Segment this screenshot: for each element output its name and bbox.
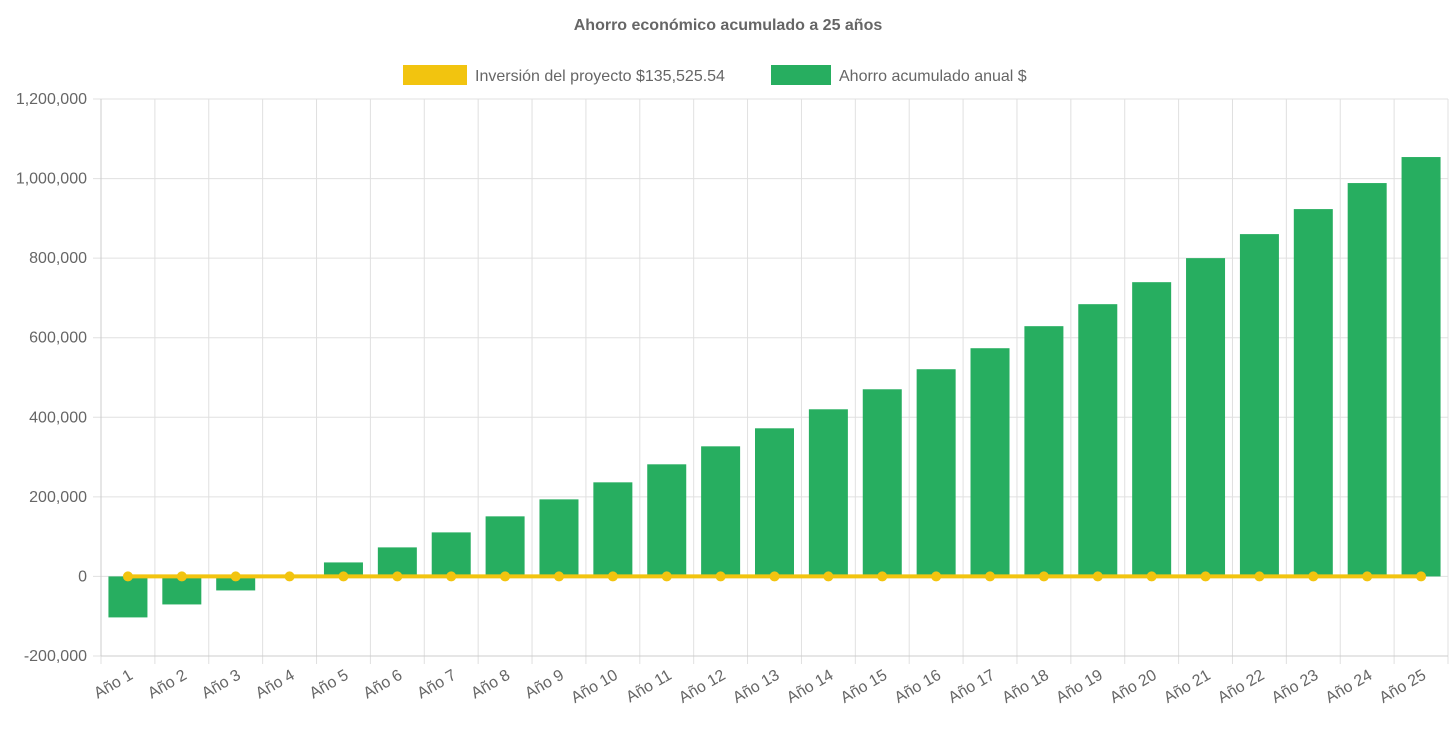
- x-tick-label: Año 6: [361, 667, 406, 703]
- x-tick-label: Año 3: [199, 667, 244, 703]
- investment-line: [122, 571, 1427, 582]
- line-point: [661, 571, 672, 582]
- bar: [970, 348, 1010, 577]
- x-tick-label: Año 19: [1053, 667, 1106, 707]
- y-tick-label: 1,000,000: [16, 171, 87, 188]
- bar: [216, 576, 256, 591]
- x-tick-label: Año 5: [307, 667, 352, 703]
- bar: [593, 482, 633, 577]
- y-tick-label: 400,000: [29, 409, 87, 426]
- x-tick-label: Año 11: [623, 667, 674, 707]
- line-point: [446, 571, 457, 582]
- x-tick-label: Año 24: [1323, 667, 1376, 707]
- x-tick-label: Año 2: [145, 667, 190, 703]
- line-point: [1416, 571, 1427, 582]
- x-tick-label: Año 12: [676, 667, 729, 707]
- bar: [323, 562, 363, 577]
- x-tick-label: Año 7: [415, 667, 460, 703]
- legend-label-ahorro: Ahorro acumulado anual $: [839, 68, 1027, 85]
- legend: Inversión del proyecto $135,525.54 Ahorr…: [403, 65, 1027, 85]
- x-tick-label: Año 13: [730, 667, 783, 707]
- x-tick-label: Año 21: [1161, 667, 1214, 707]
- y-tick-label: 0: [78, 568, 87, 585]
- bar: [1078, 304, 1118, 577]
- line-point: [931, 571, 942, 582]
- x-tick-label: Año 8: [468, 667, 513, 703]
- line-point: [392, 571, 403, 582]
- bar: [539, 499, 579, 577]
- y-tick-label: 200,000: [29, 489, 87, 506]
- line-point: [1200, 571, 1211, 582]
- x-tick-label: Año 25: [1377, 667, 1430, 707]
- line-point: [1254, 571, 1265, 582]
- legend-label-inversion: Inversión del proyecto $135,525.54: [475, 68, 725, 85]
- line-point: [122, 571, 133, 582]
- x-tick-label: Año 20: [1107, 667, 1160, 707]
- bar: [808, 409, 848, 577]
- x-tick-label: Año 17: [946, 667, 999, 707]
- line-point: [284, 571, 295, 582]
- x-tick-label: Año 4: [253, 667, 298, 703]
- bar: [431, 532, 471, 577]
- legend-swatch-ahorro: [771, 65, 831, 85]
- x-tick-label: Año 18: [999, 667, 1052, 707]
- bar: [701, 446, 741, 577]
- line-point: [769, 571, 780, 582]
- line-point: [607, 571, 618, 582]
- y-axis: -200,000 0 200,000 400,000 600,000 800,000 1,0…: [16, 91, 87, 665]
- bar: [916, 369, 956, 577]
- y-tick-label: 1,200,000: [16, 91, 87, 108]
- bars: [108, 157, 1441, 618]
- line-point: [877, 571, 888, 582]
- bar: [485, 516, 525, 577]
- x-tick-label: Año 9: [522, 667, 567, 703]
- line-point: [553, 571, 564, 582]
- x-tick-label: Año 16: [892, 667, 945, 707]
- x-tick-label: Año 10: [568, 667, 621, 707]
- bar: [1239, 234, 1279, 577]
- bar: [647, 464, 687, 577]
- bar: [862, 389, 902, 577]
- x-tick-label: Año 23: [1269, 667, 1322, 707]
- legend-item-inversion[interactable]: Inversión del proyecto $135,525.54: [403, 65, 725, 85]
- y-tick-label: 800,000: [29, 250, 87, 267]
- x-axis: Año 1 Año 2 Año 3 Año 4 Año 5 Año 6 Año 7 Año 8…: [91, 667, 1429, 707]
- bar: [1347, 183, 1387, 577]
- legend-item-ahorro[interactable]: Ahorro acumulado anual $: [771, 65, 1027, 85]
- line-point: [715, 571, 726, 582]
- line-point: [1308, 571, 1319, 582]
- bar: [1024, 326, 1064, 577]
- line-point: [230, 571, 241, 582]
- y-tick-label: -200,000: [24, 648, 87, 665]
- line-point: [1038, 571, 1049, 582]
- line-point: [1146, 571, 1157, 582]
- line-point: [338, 571, 349, 582]
- line-point: [1362, 571, 1373, 582]
- line-point: [500, 571, 511, 582]
- y-tick-label: 600,000: [29, 330, 87, 347]
- x-tick-label: Año 15: [838, 667, 891, 707]
- bar: [1293, 209, 1333, 577]
- chart-title: Ahorro económico acumulado a 25 años: [574, 17, 883, 34]
- line-point: [176, 571, 187, 582]
- legend-swatch-inversion: [403, 65, 467, 85]
- bar: [108, 576, 148, 618]
- line-point: [985, 571, 996, 582]
- bar: [1186, 258, 1226, 577]
- bar: [1132, 282, 1172, 577]
- line-point: [1092, 571, 1103, 582]
- x-tick-label: Año 1: [91, 667, 136, 703]
- bar: [1401, 157, 1441, 577]
- x-tick-label: Año 22: [1215, 667, 1268, 707]
- line-point: [823, 571, 834, 582]
- bar: [755, 428, 794, 577]
- x-tick-label: Año 14: [784, 667, 837, 707]
- grid: [93, 98, 1449, 664]
